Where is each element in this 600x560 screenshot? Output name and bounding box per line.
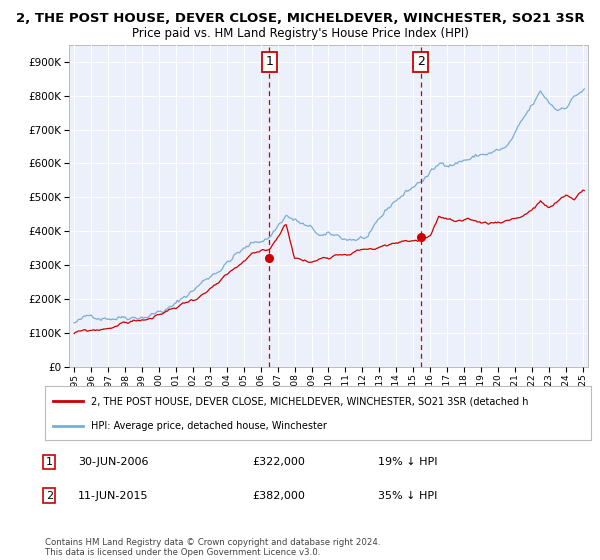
- Text: 1: 1: [46, 457, 53, 467]
- Text: 35% ↓ HPI: 35% ↓ HPI: [378, 491, 437, 501]
- Text: 30-JUN-2006: 30-JUN-2006: [78, 457, 149, 467]
- Text: HPI: Average price, detached house, Winchester: HPI: Average price, detached house, Winc…: [91, 421, 327, 431]
- Text: £382,000: £382,000: [252, 491, 305, 501]
- Text: 11-JUN-2015: 11-JUN-2015: [78, 491, 149, 501]
- Text: 2, THE POST HOUSE, DEVER CLOSE, MICHELDEVER, WINCHESTER, SO21 3SR (detached h: 2, THE POST HOUSE, DEVER CLOSE, MICHELDE…: [91, 396, 529, 407]
- Text: 2: 2: [417, 55, 425, 68]
- Text: £322,000: £322,000: [252, 457, 305, 467]
- Text: 2, THE POST HOUSE, DEVER CLOSE, MICHELDEVER, WINCHESTER, SO21 3SR: 2, THE POST HOUSE, DEVER CLOSE, MICHELDE…: [16, 12, 584, 25]
- Text: 2: 2: [46, 491, 53, 501]
- Text: Price paid vs. HM Land Registry's House Price Index (HPI): Price paid vs. HM Land Registry's House …: [131, 27, 469, 40]
- Text: 1: 1: [265, 55, 273, 68]
- Text: Contains HM Land Registry data © Crown copyright and database right 2024.
This d: Contains HM Land Registry data © Crown c…: [45, 538, 380, 557]
- Text: 19% ↓ HPI: 19% ↓ HPI: [378, 457, 437, 467]
